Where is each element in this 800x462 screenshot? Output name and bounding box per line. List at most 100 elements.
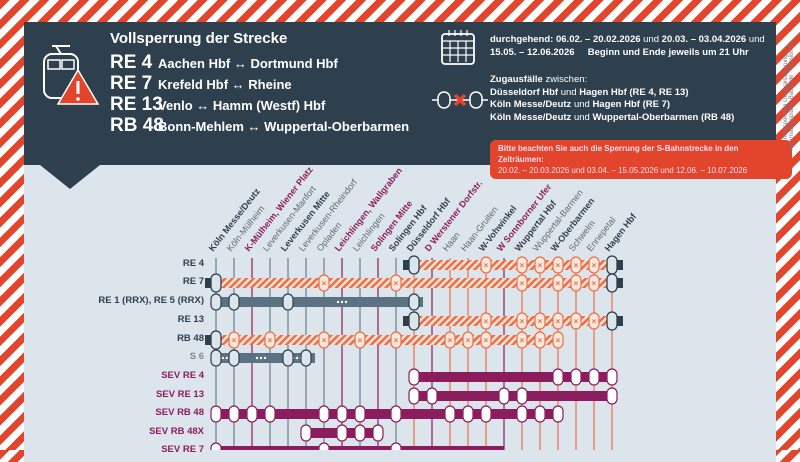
more-stops-dot [221,356,224,360]
closure-item: RE 4 Aachen Hbf ↔ Dortmund Hbf [110,52,409,73]
route: Bonn-Mehlem ↔ Wuppertal-Oberbarmen [158,119,410,134]
stop-marker [210,405,222,423]
to: Wuppertal-Oberbarmen (RB 48) [592,111,735,123]
stop-marker [534,256,546,274]
stop-marker [408,368,420,386]
terminus-stop [210,273,222,293]
cancelled-icon: × [538,317,543,326]
cancelled-icon: × [574,317,579,326]
stop-marker [210,442,222,450]
cancelled-icon: × [484,317,489,326]
stop-marker [336,405,348,423]
terminus-marker [205,335,211,345]
more-stops-dot [336,300,340,304]
cancelled-icon: × [592,279,597,288]
stop-marker [570,368,582,386]
line-number: RE 13 [110,94,163,115]
cancel-segment [216,278,612,288]
more-stops-dot [340,300,344,304]
more-stops-dot [295,356,299,360]
row-label: RE 4 [182,258,204,269]
sev-segment [216,446,504,450]
stop-marker [228,293,240,311]
stop-marker [588,256,600,274]
stop-marker [282,349,294,367]
stop-marker [516,331,528,349]
stop-marker [228,331,240,349]
stop-marker [552,274,564,292]
stop-marker [318,331,330,349]
cancelled-icon: × [322,336,327,345]
stop-marker [390,442,402,450]
more-stops-dot [259,356,263,360]
closure-item: RE 13 Venlo ↔ Hamm (Westf) Hbf [110,94,409,115]
dates-prefix: durchgehend: [490,34,554,45]
stop-marker [570,312,582,330]
sbahn-note: Bitte beachten Sie auch die Sperrung der… [490,140,792,179]
line-number: RE 7 [110,73,153,94]
stop-marker [444,331,456,349]
cancelled-icon: × [538,261,543,270]
terminus-marker [617,278,623,288]
stop-marker [480,256,492,274]
stop-marker [444,405,456,423]
row-label: S 6 [189,351,204,362]
row-label: RE 13 [177,314,204,325]
closure-dates: durchgehend: 06.02. – 20.02.2026 und 20.… [490,34,765,59]
and: und [748,34,765,45]
calendar-icon [441,30,475,65]
from: Köln Messe/Deutz [490,99,572,110]
panel-title: Vollsperrung der Strecke [110,30,288,47]
stop-marker [516,387,528,405]
cancelled-icon: × [556,336,561,345]
row-label: SEV RB 48X [149,426,204,437]
row-label: SEV RE 4 [161,370,204,381]
stop-marker [408,293,420,311]
run-segment [216,297,423,307]
more-stops-dot [255,356,259,360]
stop-marker [552,331,564,349]
cancelled-icon: × [358,336,363,345]
stop-marker [516,274,528,292]
stop-marker [318,405,330,423]
cancel-segment [414,260,612,270]
stop-marker [552,256,564,274]
and: und [573,111,590,123]
cancelled-icon: × [556,261,561,270]
stop-marker [336,424,348,442]
cancelled-icon: × [520,317,525,326]
cancelled-icon: × [322,279,327,288]
stop-marker [300,424,312,442]
terminus-stop [408,255,420,275]
stop-marker [462,331,474,349]
stop-marker [516,405,528,423]
cancelled-icon: × [232,336,237,345]
stop-marker [390,331,402,349]
stop-marker [516,312,528,330]
route: Venlo ↔ Hamm (Westf) Hbf [158,98,326,113]
route: Aachen Hbf ↔ Dortmund Hbf [158,56,338,71]
cancelled-icon: × [592,261,597,270]
sbahn-note-line1: Bitte beachten Sie auch die Sperrung der… [498,144,739,164]
sev-segment [414,372,612,382]
row-label: SEV RE 13 [155,389,204,400]
and: und [573,99,590,110]
stop-marker [426,387,438,405]
stop-marker [480,331,492,349]
period-3: 15.05. – 12.06.2026 [490,46,575,58]
sev-segment [216,409,558,419]
closure-item: RE 7 Krefeld Hbf ↔ Rheine [110,73,409,94]
cancellation-item: Köln Messe/Deutz und Wuppertal-Oberbarme… [490,112,734,125]
stop-marker [282,293,294,311]
stop-marker [480,405,492,423]
stop-marker [552,368,564,386]
more-stops-dot [225,356,228,360]
terminus-marker [403,260,409,270]
terminus-marker [617,316,623,326]
stop-marker [534,405,546,423]
stop-marker [480,312,492,330]
row-label: SEV RB 48 [155,407,204,418]
stop-marker [552,405,564,423]
cancellation-list: Zugausfälle zwischen: Düsseldorf Hbf und… [490,74,734,124]
